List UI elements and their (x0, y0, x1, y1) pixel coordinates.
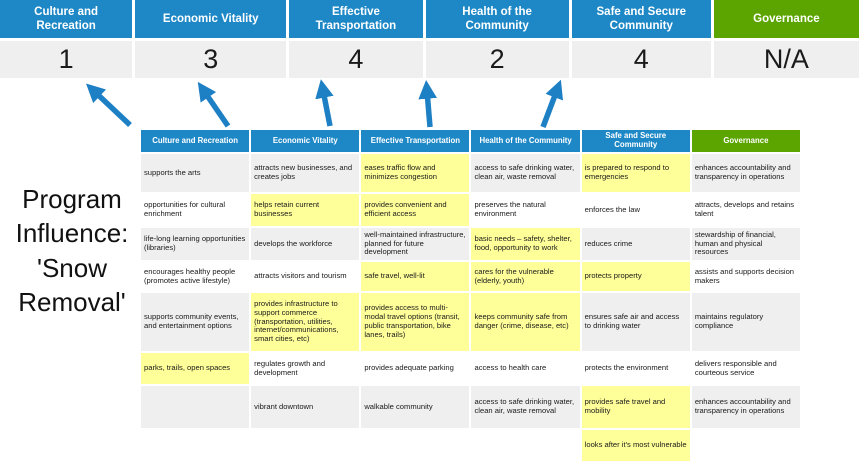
matrix-cell: attracts visitors and tourism (251, 262, 360, 291)
priority-score: 2 (425, 41, 569, 78)
score-arrows (86, 79, 564, 128)
matrix-cell-highlighted: cares for the vulnerable (elderly, youth… (471, 262, 580, 291)
priority-header: Effective Transportation (289, 0, 423, 38)
priority-score: 4 (571, 41, 711, 78)
matrix-column-header: Governance (691, 130, 800, 152)
priority-column-0: Culture and Recreation 1 (0, 0, 133, 78)
matrix-cell: enhances accountability and transparency… (691, 154, 800, 192)
priority-column-3: Health of the Community 2 (425, 0, 569, 78)
matrix-cell-highlighted: provides infrastructure to support comme… (251, 293, 360, 351)
matrix-cell: ensures safe air and access to drinking … (581, 293, 690, 351)
matrix-cell: enhances accountability and transparency… (691, 386, 800, 428)
matrix-cell: supports community events, and entertain… (141, 293, 250, 351)
matrix-column-header: Culture and Recreation (141, 130, 250, 152)
priority-column-4: Safe and Secure Community 4 (571, 0, 711, 78)
matrix-cell (141, 430, 250, 461)
arrow-up-icon (86, 83, 132, 127)
matrix-cell: encourages healthy people (promotes acti… (141, 262, 250, 291)
priority-score: 3 (135, 41, 287, 78)
matrix-cell: stewardship of financial, human and phys… (691, 228, 800, 260)
arrow-up-icon (315, 79, 334, 127)
matrix-cell: walkable community (361, 386, 470, 428)
arrow-up-icon (418, 80, 437, 128)
matrix-cell-highlighted: parks, trails, open spaces (141, 353, 250, 384)
matrix-cell: maintains regulatory compliance (691, 293, 800, 351)
priority-column-1: Economic Vitality 3 (135, 0, 287, 78)
matrix-cell-highlighted: provides safe travel and mobility (581, 386, 690, 428)
matrix-cell (471, 430, 580, 461)
matrix-cell: regulates growth and development (251, 353, 360, 384)
priority-score: N/A (713, 41, 859, 78)
program-influence-label: Program Influence: 'Snow Removal' (15, 184, 129, 317)
priority-score: 4 (289, 41, 423, 78)
matrix-cell: vibrant downtown (251, 386, 360, 428)
matrix-cell: supports the arts (141, 154, 250, 192)
matrix-column-header: Safe and Secure Community (581, 130, 690, 152)
priority-header: Safe and Secure Community (571, 0, 711, 38)
matrix-cell-highlighted: helps retain current businesses (251, 194, 360, 226)
matrix-cell-highlighted: safe travel, well-lit (361, 262, 470, 291)
matrix-column-header: Effective Transportation (361, 130, 470, 152)
priority-score: 1 (0, 41, 133, 78)
matrix-cell-highlighted: looks after it's most vulnerable (581, 430, 690, 461)
matrix-cell: well-maintained infrastructure, planned … (361, 228, 470, 260)
matrix-cell-highlighted: is prepared to respond to emergencies (581, 154, 690, 192)
priority-matrix-table: Culture and Recreation Economic Vitality E… (141, 130, 800, 461)
matrix-cell-highlighted: protects property (581, 262, 690, 291)
matrix-cell: life-long learning opportunities (librar… (141, 228, 250, 260)
priority-header: Culture and Recreation (0, 0, 133, 38)
priority-score-band: Culture and Recreation 1 Economic Vitality… (0, 0, 859, 78)
matrix-cell: access to health care (471, 353, 580, 384)
arrow-up-icon (197, 81, 231, 128)
matrix-cell: protects the environment (581, 353, 690, 384)
matrix-cell: access to safe drinking water, clean air… (471, 154, 580, 192)
matrix-cell: reduces crime (581, 228, 690, 260)
matrix-cell: attracts, develops and retains talent (691, 194, 800, 226)
matrix-cell: access to safe drinking water, clean air… (471, 386, 580, 428)
matrix-cell-highlighted: provides access to multi-modal travel op… (361, 293, 470, 351)
matrix-column-header: Health of the Community (471, 130, 580, 152)
priority-header: Economic Vitality (135, 0, 287, 38)
priority-header: Governance (713, 0, 859, 38)
priority-column-2: Effective Transportation 4 (289, 0, 423, 78)
matrix-cell: delivers responsible and courteous servi… (691, 353, 800, 384)
priority-column-5: Governance N/A (713, 0, 859, 78)
arrow-up-icon (540, 79, 564, 128)
matrix-cell: enforces the law (581, 194, 690, 226)
matrix-cell: opportunities for cultural enrichment (141, 194, 250, 226)
matrix-cell (251, 430, 360, 461)
matrix-cell-highlighted: eases traffic flow and minimizes congest… (361, 154, 470, 192)
matrix-column-header: Economic Vitality (251, 130, 360, 152)
priority-header: Health of the Community (425, 0, 569, 38)
matrix-cell-highlighted: provides convenient and efficient access (361, 194, 470, 226)
matrix-cell: provides adequate parking (361, 353, 470, 384)
matrix-cell (691, 430, 800, 461)
matrix-cell: assists and supports decision makers (691, 262, 800, 291)
matrix-cell: preserves the natural environment (471, 194, 580, 226)
matrix-cell-highlighted: keeps community safe from danger (crime,… (471, 293, 580, 351)
matrix-cell (361, 430, 470, 461)
matrix-cell-highlighted: basic needs – safety, shelter, food, opp… (471, 228, 580, 260)
matrix-cell: develops the workforce (251, 228, 360, 260)
matrix-cell: attracts new businesses, and creates job… (251, 154, 360, 192)
matrix-cell (141, 386, 250, 428)
